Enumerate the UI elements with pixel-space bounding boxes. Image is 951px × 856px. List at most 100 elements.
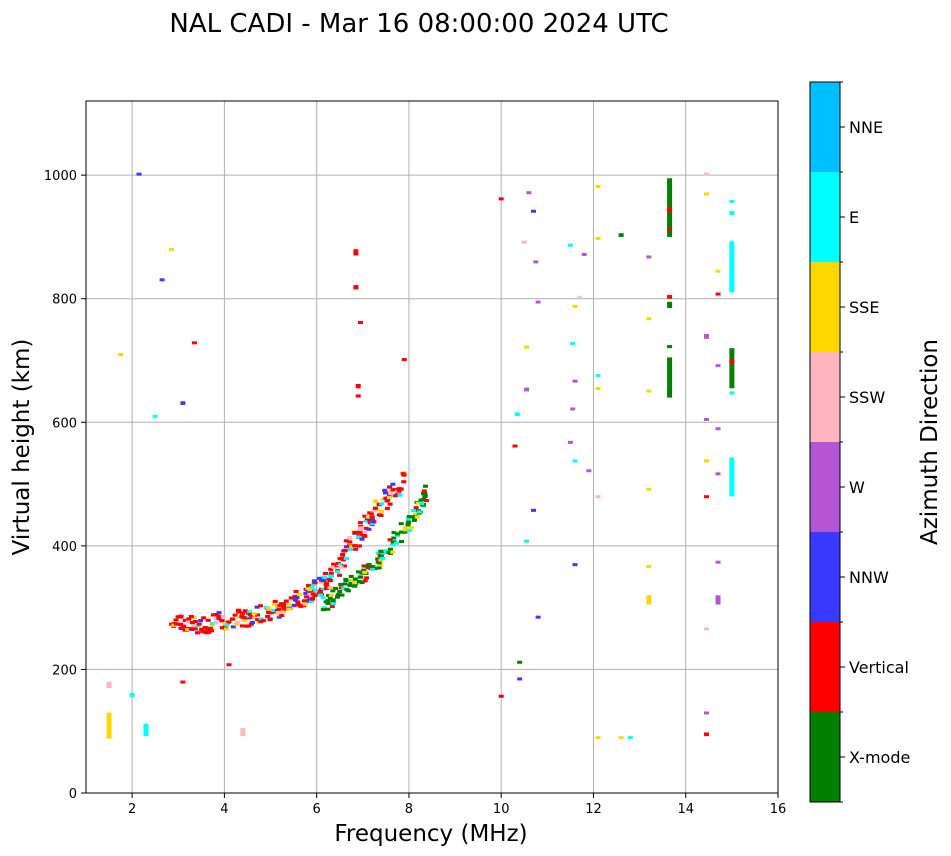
data-point: [277, 603, 283, 607]
data-point: [246, 624, 252, 628]
data-point: [359, 571, 365, 575]
data-point: [303, 591, 309, 595]
data-point: [423, 499, 429, 503]
data-point: [352, 530, 358, 535]
data-point: [703, 711, 709, 715]
data-point: [152, 414, 158, 418]
data-point: [618, 736, 624, 740]
data-point: [408, 526, 414, 530]
data-point: [352, 544, 358, 548]
data-point: [319, 580, 325, 584]
data-point: [418, 498, 424, 502]
data-point: [251, 612, 257, 616]
x-tick-label: 4: [220, 802, 228, 817]
x-tick-label: 16: [770, 802, 787, 817]
data-point: [325, 607, 331, 611]
data-point: [181, 624, 187, 628]
data-point: [703, 627, 709, 631]
data-point: [413, 506, 419, 510]
data-point: [646, 595, 652, 605]
data-point: [369, 567, 375, 571]
chart-title: NAL CADI - Mar 16 08:00:00 2024 UTC: [169, 9, 668, 39]
data-point: [514, 412, 520, 417]
data-point: [372, 506, 378, 510]
data-point: [715, 595, 721, 605]
data-point: [280, 610, 286, 614]
colorbar-segment: [810, 262, 840, 352]
data-point: [168, 248, 174, 252]
data-point: [304, 595, 310, 599]
data-point: [368, 512, 374, 516]
colorbar-segment: [810, 532, 840, 622]
data-point: [188, 614, 194, 619]
data-point: [174, 622, 180, 626]
data-point: [239, 611, 245, 615]
y-tick-label: 200: [52, 663, 77, 678]
data-point: [307, 588, 313, 592]
data-point: [173, 618, 179, 622]
data-point: [390, 550, 396, 554]
data-point: [347, 584, 353, 588]
data-point: [282, 607, 288, 611]
data-point: [235, 620, 241, 624]
data-point: [387, 538, 393, 542]
data-point: [291, 603, 297, 607]
data-point: [219, 619, 225, 623]
data-point: [414, 515, 420, 519]
data-point: [175, 615, 181, 619]
data-point: [356, 544, 362, 548]
colorbar-tick-label: Vertical: [849, 658, 909, 677]
data-point: [646, 565, 652, 569]
y-tick-label: 1000: [44, 169, 77, 184]
data-point: [330, 598, 336, 602]
data-point: [209, 629, 215, 633]
data-point: [338, 582, 344, 586]
data-point: [326, 593, 332, 597]
data-point: [340, 558, 346, 562]
data-point: [391, 531, 397, 535]
data-point: [352, 584, 358, 588]
data-point: [266, 610, 272, 614]
data-point: [338, 563, 344, 567]
data-point: [219, 626, 225, 630]
data-point: [703, 192, 709, 196]
data-point: [263, 605, 269, 609]
data-point: [213, 613, 219, 617]
data-point: [572, 304, 578, 308]
data-point: [347, 548, 353, 552]
data-point: [239, 624, 245, 628]
data-point: [347, 542, 353, 546]
data-point: [512, 444, 518, 448]
data-point: [406, 515, 412, 519]
data-point: [364, 576, 370, 580]
data-point: [384, 506, 390, 510]
data-point: [311, 579, 317, 583]
data-point: [356, 531, 362, 535]
colorbar-tick-label: SSW: [849, 388, 885, 407]
data-point: [185, 620, 191, 624]
data-point: [201, 616, 207, 620]
data-point: [411, 508, 417, 513]
data-point: [182, 628, 188, 632]
data-point: [270, 609, 276, 613]
data-point: [249, 615, 255, 620]
data-point: [402, 526, 408, 530]
data-point: [390, 543, 396, 547]
data-point: [530, 508, 536, 512]
data-point: [233, 622, 239, 626]
data-point: [394, 534, 400, 538]
data-point: [301, 599, 307, 603]
data-point: [420, 491, 426, 496]
data-point: [646, 255, 652, 259]
data-point: [646, 389, 652, 393]
data-point: [715, 364, 721, 368]
data-point: [356, 535, 362, 539]
data-point: [171, 623, 177, 627]
data-point: [129, 692, 135, 698]
data-point: [229, 617, 235, 621]
data-point: [357, 575, 363, 579]
data-point: [106, 712, 112, 739]
data-point: [321, 606, 327, 610]
data-point: [216, 611, 222, 615]
data-point: [343, 539, 349, 543]
